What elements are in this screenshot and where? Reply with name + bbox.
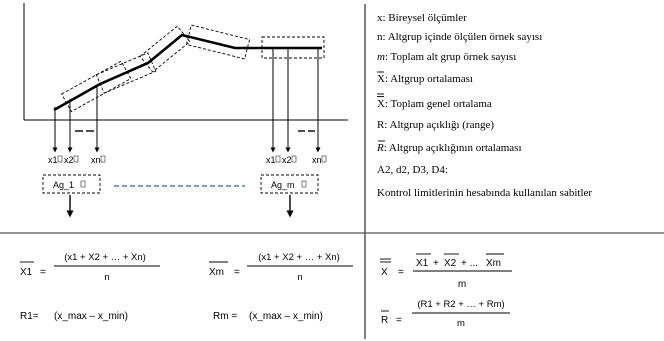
formula-equals: = (398, 267, 404, 278)
legend-item-r: R: Altgrup açıklığı (range) (377, 119, 494, 131)
label-x1-left: x1 (48, 155, 58, 165)
legend-item-m: m: Toplam alt grup örnek sayısı (377, 51, 516, 63)
formula-r1-lhs: R1= (20, 311, 39, 322)
missing-glyph-box (275, 155, 281, 163)
subgroup-label-agm: Ag_m (271, 180, 295, 190)
subgroup-label-box-m (260, 174, 319, 194)
formula-xbarbar-term-2: X2 (444, 258, 457, 269)
control-chart: x1 x2 xn x1 x2 xn Ag_1 Ag_m (23, 3, 348, 218)
label-x2-left: x2 (64, 155, 74, 165)
legend: x: Bireysel ölçümler n: Altgrup içinde ö… (376, 12, 592, 199)
formula-x1-numerator: (x1 + X2 + … + Xn) (64, 252, 146, 263)
formula-rm-lhs: Rm = (213, 311, 237, 322)
formula-equals: = (40, 267, 46, 278)
formula-rbar-denominator: m (457, 318, 465, 329)
legend-item-xbar: X: Altgrup ortalaması (377, 73, 473, 85)
legend-item-x: x: Bireysel ölçümler (377, 12, 467, 24)
formula-xm-denominator: n (297, 272, 302, 283)
formulas: X1 = (x1 + X2 + … + Xn) n Xm = (x1 + X2 … (20, 252, 512, 329)
formula-r1-rhs: (x_max – x_min) (54, 311, 128, 322)
formula-x1-denominator: n (104, 272, 109, 283)
missing-glyph-box (321, 155, 327, 163)
label-x1-right: x1 (266, 155, 276, 165)
subgroup-box-3 (139, 25, 191, 73)
formula-rm-rhs: (x_max – x_min) (249, 311, 323, 322)
missing-glyph-box (301, 180, 307, 188)
subgroup-label-ag1: Ag_1 (53, 180, 74, 190)
subgroup-box-5 (261, 36, 325, 59)
missing-glyph-box (73, 155, 79, 163)
subgroup-box-4 (185, 24, 251, 60)
missing-glyph-box (291, 155, 297, 163)
formula-xbarbar-term-m: Xm (486, 258, 501, 269)
plus-ellipsis: + ... (461, 258, 478, 269)
formula-rbar-lhs: R (381, 315, 388, 326)
formula-xm-lhs: Xm (209, 267, 224, 278)
formula-xbarbar-denominator: m (458, 279, 466, 290)
formula-equals: = (234, 267, 240, 278)
formula-rbar-numerator: (R1 + R2 + … + Rm) (417, 299, 504, 310)
label-x2-right: x2 (282, 155, 292, 165)
plus-sign: + (433, 258, 439, 269)
missing-glyph-box (57, 155, 63, 163)
legend-item-constants: A2, d2, D3, D4: (377, 164, 448, 176)
formula-equals: = (396, 315, 402, 326)
missing-glyph-box (80, 180, 86, 188)
formula-xbarbar-lhs: X (381, 267, 388, 278)
formula-x1-lhs: X1 (20, 267, 33, 278)
formula-xm-numerator: (x1 + X2 + … + Xn) (258, 252, 340, 263)
formula-xbarbar-term-1: X1 (416, 258, 429, 269)
label-xn-right: xn (312, 155, 322, 165)
legend-item-constants-desc: Kontrol limitlerinin hesabında kullanıla… (377, 187, 592, 199)
process-line (53, 33, 322, 112)
label-xn-left: xn (91, 155, 101, 165)
legend-item-rbar: R: Altgrup açıklığının ortalaması (376, 142, 522, 154)
missing-glyph-box (100, 155, 106, 163)
subgroup-label-box-1 (42, 174, 101, 194)
legend-item-xbarbar: X: Toplam genel ortalama (377, 98, 492, 110)
legend-item-n: n: Altgrup içinde ölçülen örnek sayısı (377, 31, 542, 43)
